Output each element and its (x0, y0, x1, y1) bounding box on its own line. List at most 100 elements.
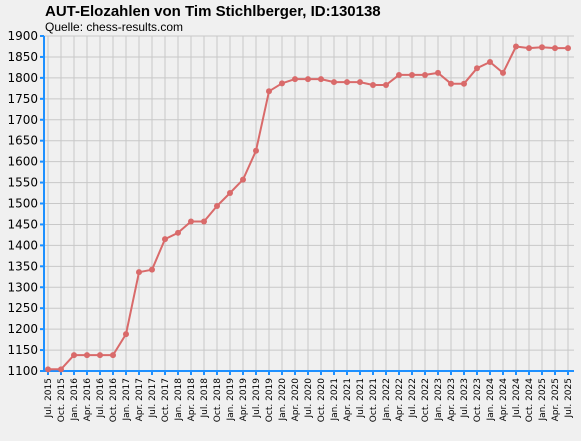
data-point (162, 236, 168, 243)
data-point (331, 79, 337, 86)
data-point (110, 352, 116, 359)
data-point (266, 88, 272, 95)
y-tick-label: 1350 (7, 259, 38, 273)
x-tick-label: Jul. 2020 (304, 378, 314, 419)
x-tick-label: Apr. 2025 (551, 378, 561, 421)
x-tick-label: Jul. 2022 (408, 378, 418, 419)
data-point (565, 45, 571, 52)
data-point (383, 81, 389, 88)
y-tick-label: 1250 (7, 301, 38, 315)
x-tick-labels: Jul. 2015 Oct. 2015 Jan. 2016 Apr. 2016 Jul.… (44, 378, 574, 422)
data-point (318, 76, 324, 83)
data-point (526, 45, 532, 52)
data-point (253, 147, 259, 154)
data-point (422, 71, 428, 78)
axes (40, 35, 574, 375)
data-point (136, 269, 142, 276)
y-tick-label: 1700 (7, 113, 38, 127)
grid (44, 35, 574, 372)
x-tick-label: Apr. 2016 (83, 378, 93, 422)
data-point (240, 176, 246, 183)
x-tick-label: Apr. 2023 (447, 378, 457, 421)
x-tick-label: Oct. 2015 (57, 378, 67, 422)
y-tick-label: 1200 (7, 322, 38, 336)
x-tick-label: Jan. 2016 (70, 378, 80, 422)
x-tick-label: Jul. 2024 (512, 378, 522, 419)
data-point (539, 44, 545, 51)
data-point (71, 352, 77, 359)
data-point (344, 79, 350, 86)
data-point (214, 203, 220, 210)
data-point (279, 80, 285, 87)
x-tick-label: Oct. 2018 (213, 378, 223, 422)
x-tick-label: Oct. 2017 (161, 378, 171, 422)
x-tick-label: Jan. 2019 (226, 378, 236, 422)
x-tick-label: Jan. 2024 (486, 378, 496, 422)
x-tick-label: Jul. 2025 (564, 378, 574, 419)
x-tick-label: Apr. 2017 (135, 378, 145, 421)
y-tick-label: 1300 (7, 280, 38, 294)
chart-title: AUT-Elozahlen von Tim Stichlberger, ID:1… (45, 3, 381, 20)
x-tick-label: Oct. 2023 (473, 378, 483, 422)
x-tick-label: Oct. 2020 (317, 378, 327, 422)
y-tick-label: 1750 (7, 92, 38, 106)
x-tick-label: Jan. 2018 (174, 378, 184, 422)
data-point (175, 229, 181, 236)
y-tick-labels: 1100 1150 1200 1250 1300 1350 1400 1450 1500 1550… (7, 29, 38, 378)
data-point (552, 45, 558, 52)
x-tick-label: Oct. 2019 (265, 378, 275, 422)
x-tick-label: Jan. 2022 (382, 378, 392, 422)
y-tick-label: 1650 (7, 134, 38, 148)
y-tick-label: 1850 (7, 50, 38, 64)
y-tick-label: 1550 (7, 176, 38, 190)
data-point (149, 266, 155, 273)
y-tick-label: 1600 (7, 155, 38, 169)
data-point (97, 352, 103, 359)
data-point (292, 76, 298, 83)
data-point (461, 80, 467, 87)
data-point (227, 190, 233, 197)
x-tick-label: Jan. 2025 (538, 378, 548, 422)
data-point (188, 218, 194, 225)
data-point (435, 69, 441, 76)
x-tick-label: Jul. 2018 (200, 378, 210, 419)
x-tick-label: Oct. 2016 (109, 378, 119, 422)
x-tick-label: Apr. 2021 (343, 378, 353, 421)
y-tick-label: 1450 (7, 217, 38, 231)
data-point (305, 76, 311, 83)
data-point (58, 366, 64, 373)
data-point (84, 352, 90, 359)
x-tick-label: Apr. 2018 (187, 378, 197, 422)
data-point (409, 71, 415, 78)
data-point (487, 58, 493, 65)
x-tick-label: Jul. 2023 (460, 378, 470, 419)
y-tick-label: 1900 (7, 29, 38, 43)
y-tick-label: 1100 (7, 364, 38, 378)
y-tick-label: 1150 (7, 343, 38, 357)
x-tick-label: Jan. 2023 (434, 378, 444, 422)
x-tick-label: Jul. 2017 (148, 378, 158, 419)
y-tick-label: 1400 (7, 238, 38, 252)
x-tick-label: Oct. 2021 (369, 378, 379, 422)
x-tick-label: Apr. 2022 (395, 378, 405, 421)
data-point (123, 331, 129, 338)
x-tick-label: Jan. 2017 (122, 378, 132, 422)
chart-subtitle: Quelle: chess-results.com (45, 20, 183, 34)
x-tick-label: Oct. 2024 (525, 378, 535, 422)
series (45, 43, 571, 373)
data-point (448, 80, 454, 87)
x-tick-label: Apr. 2020 (291, 378, 301, 422)
data-point (500, 69, 506, 76)
y-tick-label: 1800 (7, 71, 38, 85)
data-point (474, 65, 480, 72)
x-tick-label: Jan. 2021 (330, 378, 340, 422)
data-point (357, 79, 363, 86)
x-tick-label: Jul. 2016 (96, 378, 106, 419)
data-point (396, 71, 402, 78)
x-tick-label: Jan. 2020 (278, 378, 288, 422)
y-tick-label: 1500 (7, 197, 38, 211)
x-tick-label: Jul. 2015 (44, 378, 54, 419)
data-point (513, 43, 519, 50)
